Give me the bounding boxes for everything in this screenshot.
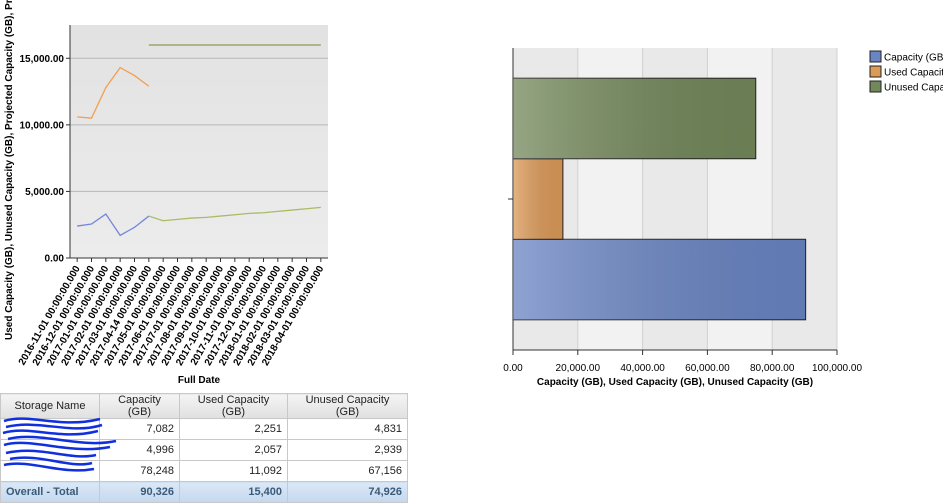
x-axis-title: Capacity (GB), Used Capacity (GB), Unuse… bbox=[537, 377, 813, 388]
cell bbox=[0, 418, 100, 440]
cell: 15,400 bbox=[179, 481, 288, 503]
legend-swatch bbox=[869, 80, 882, 93]
cell: 78,248 bbox=[99, 460, 180, 482]
table-row: 7,082 2,251 4,831 bbox=[0, 418, 408, 440]
legend-label: Unused Capacity (GB) bbox=[884, 83, 943, 94]
column-header: Storage Name bbox=[0, 393, 100, 419]
cell: 4,831 bbox=[287, 418, 408, 440]
y-tick-label: 10,000.00 bbox=[20, 120, 65, 131]
x-tick-label: 20,000.00 bbox=[556, 363, 601, 374]
x-tick-label: 0.00 bbox=[503, 363, 523, 374]
cell: 4,996 bbox=[99, 439, 180, 461]
header-row: Storage Name Capacity (GB) Used Capacity… bbox=[0, 393, 408, 419]
legend-swatch bbox=[869, 65, 882, 78]
cell: 67,156 bbox=[287, 460, 408, 482]
bar-shine bbox=[513, 158, 563, 240]
cell: 2,057 bbox=[179, 439, 288, 461]
x-axis-title: Full Date bbox=[178, 375, 221, 386]
cell: 7,082 bbox=[99, 418, 180, 440]
column-header: Capacity (GB) bbox=[99, 393, 180, 419]
y-tick-label: 15,000.00 bbox=[20, 54, 65, 65]
legend-label: Capacity (GB) bbox=[884, 53, 943, 64]
line-series bbox=[77, 213, 150, 237]
bar-shine bbox=[513, 239, 806, 320]
line-series bbox=[77, 66, 150, 119]
total-row: Overall - Total 90,326 15,400 74,926 bbox=[0, 481, 408, 503]
bar-shine bbox=[513, 78, 756, 159]
legend-swatch bbox=[869, 50, 882, 63]
cell: 11,092 bbox=[179, 460, 288, 482]
data-table: Storage Name Capacity (GB) Used Capacity… bbox=[0, 393, 408, 503]
table-row: 4,996 2,057 2,939 bbox=[0, 439, 408, 461]
x-tick-label: 80,000.00 bbox=[750, 363, 795, 374]
x-tick-label: 40,000.00 bbox=[620, 363, 665, 374]
column-header: Used Capacity (GB) bbox=[179, 393, 288, 419]
y-tick-label: 0.00 bbox=[45, 254, 65, 265]
cell: Overall - Total bbox=[0, 481, 100, 503]
y-axis-title: Used Capacity (GB), Unused Capacity (GB)… bbox=[4, 0, 15, 340]
charts: 0.005,000.0010,000.0015,000.002016-11-01… bbox=[4, 0, 943, 388]
cell bbox=[0, 439, 100, 461]
x-tick-label: 60,000.00 bbox=[685, 363, 730, 374]
cell bbox=[0, 460, 100, 482]
legend-label: Used Capacity (GB) bbox=[884, 68, 943, 79]
column-header: Unused Capacity (GB) bbox=[287, 393, 408, 419]
cell: 2,251 bbox=[179, 418, 288, 440]
cell: 2,939 bbox=[287, 439, 408, 461]
plot-area bbox=[70, 25, 328, 258]
table-row: 78,248 11,092 67,156 bbox=[0, 460, 408, 482]
cell: 90,326 bbox=[99, 481, 180, 503]
y-tick-label: 5,000.00 bbox=[25, 187, 64, 198]
cell: 74,926 bbox=[287, 481, 408, 503]
line-series bbox=[148, 206, 321, 222]
x-tick-label: 100,000.00 bbox=[812, 363, 862, 374]
